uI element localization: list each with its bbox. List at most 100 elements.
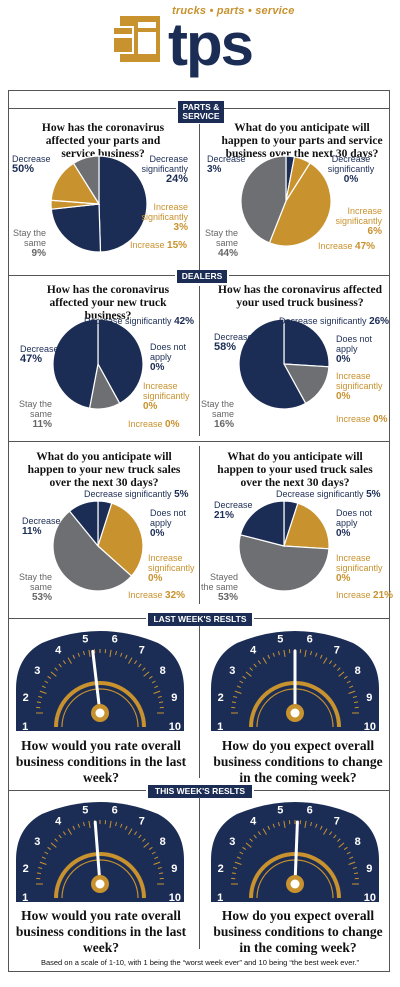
gauge-tick — [124, 825, 128, 830]
label-stay-the-same: Stay the same 11% — [18, 399, 52, 430]
gauge-tick — [337, 838, 341, 842]
gauge-hub-center — [290, 879, 300, 889]
divider — [224, 108, 390, 109]
gauge-tick — [333, 663, 337, 668]
column-divider — [199, 797, 200, 949]
gauge-tick — [54, 838, 58, 842]
gauge-tick — [88, 820, 91, 828]
gauge-tick — [323, 657, 328, 664]
gauge-tick — [36, 872, 41, 875]
gauge-tick — [159, 872, 164, 875]
pie-slice-increase — [268, 162, 332, 247]
gauge-tick — [236, 685, 241, 689]
gauge-tick — [153, 861, 161, 865]
gauge-tick — [77, 823, 80, 828]
gauge-tick-label: 3 — [34, 665, 40, 677]
gauge-tick-label: 2 — [218, 692, 224, 704]
gauge-tick — [44, 680, 49, 684]
gauge-tick-label: 8 — [160, 836, 166, 848]
gauge-tick — [343, 846, 348, 850]
gauge-tick — [333, 834, 337, 839]
pie-chart-2 — [240, 155, 332, 247]
gauge-tick-label: 5 — [277, 633, 283, 645]
label-increase-significantly: Increase significantly 0% — [148, 553, 195, 584]
gauge-tick — [236, 856, 241, 860]
gauge-3: 1 2 3 4 5 6 7 8 9 10 — [16, 802, 184, 904]
gauge-tick — [44, 851, 49, 855]
pie-chart-3 — [52, 318, 144, 410]
label-decrease-significantly: Decrease significantly 26% — [279, 316, 390, 327]
column-divider — [199, 286, 200, 436]
gauge-tick — [142, 667, 146, 671]
question-2: What do you anticipate will happen to yo… — [221, 122, 383, 160]
gauge-1: 1 2 3 4 5 6 7 8 9 10 — [16, 631, 184, 733]
gauge-tick — [154, 685, 159, 689]
pie-slice-decrease-significantly — [97, 318, 144, 405]
label-stay-the-same: Stay the same 44% — [204, 228, 238, 259]
divider — [8, 618, 146, 619]
gauge-tick — [352, 866, 357, 869]
gauge-tick — [323, 828, 328, 835]
gauge-tick — [120, 652, 123, 657]
question-6: What do you anticipate will happen to yo… — [217, 451, 373, 489]
truck-logo-icon — [112, 16, 160, 62]
column-divider — [199, 446, 200, 604]
gauge-tick — [329, 660, 333, 665]
gauge-tick — [62, 660, 66, 665]
gauge-tick — [348, 690, 356, 694]
gauge-tick — [304, 820, 307, 828]
gauge-tick-label: 2 — [23, 692, 29, 704]
pie-slice-stay-the-same — [240, 155, 287, 244]
label-decrease: Decrease 21% — [214, 500, 253, 521]
gauge-tick — [239, 851, 244, 855]
label-does-not-apply: Does not apply 0% — [150, 342, 187, 373]
label-increase: Increase 47% — [318, 241, 376, 252]
gauge-tick — [115, 651, 118, 656]
gauge-tick-label: 1 — [217, 892, 223, 904]
section-label-dealers: DEALERS — [177, 270, 227, 283]
pie-chart-5 — [52, 500, 144, 592]
gauge-tick — [249, 667, 253, 671]
label-decrease-significantly: Decrease significantly 42% — [84, 316, 195, 327]
label-decrease-significantly: Decrease significantly 0% — [327, 154, 375, 185]
gauge-tick — [154, 856, 159, 860]
gauge-tick — [124, 654, 128, 659]
question-4: How has the coronavirus affected your us… — [218, 284, 382, 309]
gauge-tick-label: 2 — [23, 863, 29, 875]
pie-slice-decrease-significantly — [283, 318, 330, 368]
gauge-tick-label: 10 — [364, 892, 376, 904]
question-1: How has the coronavirus affected your pa… — [41, 122, 165, 160]
gauge-tick-label: 6 — [307, 804, 313, 816]
gauge-tick — [310, 651, 313, 656]
label-decrease: Decrease 50% — [12, 154, 51, 175]
gauge-tick-label: 8 — [355, 836, 361, 848]
header: trucks • parts • service tps — [0, 0, 400, 86]
gauge-tick-label: 10 — [364, 721, 376, 733]
gauge-tick — [283, 820, 286, 828]
gauge-tick-label: 7 — [334, 816, 340, 828]
gauge-tick — [143, 842, 150, 848]
label-decrease-significantly: Decrease significantly 5% — [276, 489, 381, 500]
label-increase-significantly: Increase significantly 0% — [143, 381, 190, 412]
gauge-needle — [93, 820, 102, 886]
gauge-tick — [82, 651, 85, 656]
label-increase: Increase 21% — [336, 590, 394, 601]
gauge-tick-label: 3 — [229, 665, 235, 677]
label-increase-significantly: Increase significantly 0% — [336, 371, 383, 402]
gauge-tick — [47, 846, 52, 850]
gauge-tick — [267, 825, 271, 830]
gauge-tick — [310, 822, 313, 827]
label-stayed-the-same: Stayed the same 53% — [200, 572, 238, 603]
gauge-tick — [134, 831, 138, 836]
gauge-tick — [304, 649, 307, 657]
gauge-tick — [148, 846, 153, 850]
label-increase: Increase 15% — [130, 240, 188, 251]
label-increase-significantly: Increase significantly 6% — [335, 206, 382, 237]
pie-slice-decrease-significantly — [50, 203, 102, 253]
gauge-tick — [315, 652, 318, 657]
column-divider — [199, 626, 200, 778]
pie-slice-stayed-the-same — [238, 534, 330, 592]
gauge-tick — [231, 701, 236, 704]
pie-chart-1 — [50, 155, 148, 253]
gauge-tick — [319, 825, 323, 830]
